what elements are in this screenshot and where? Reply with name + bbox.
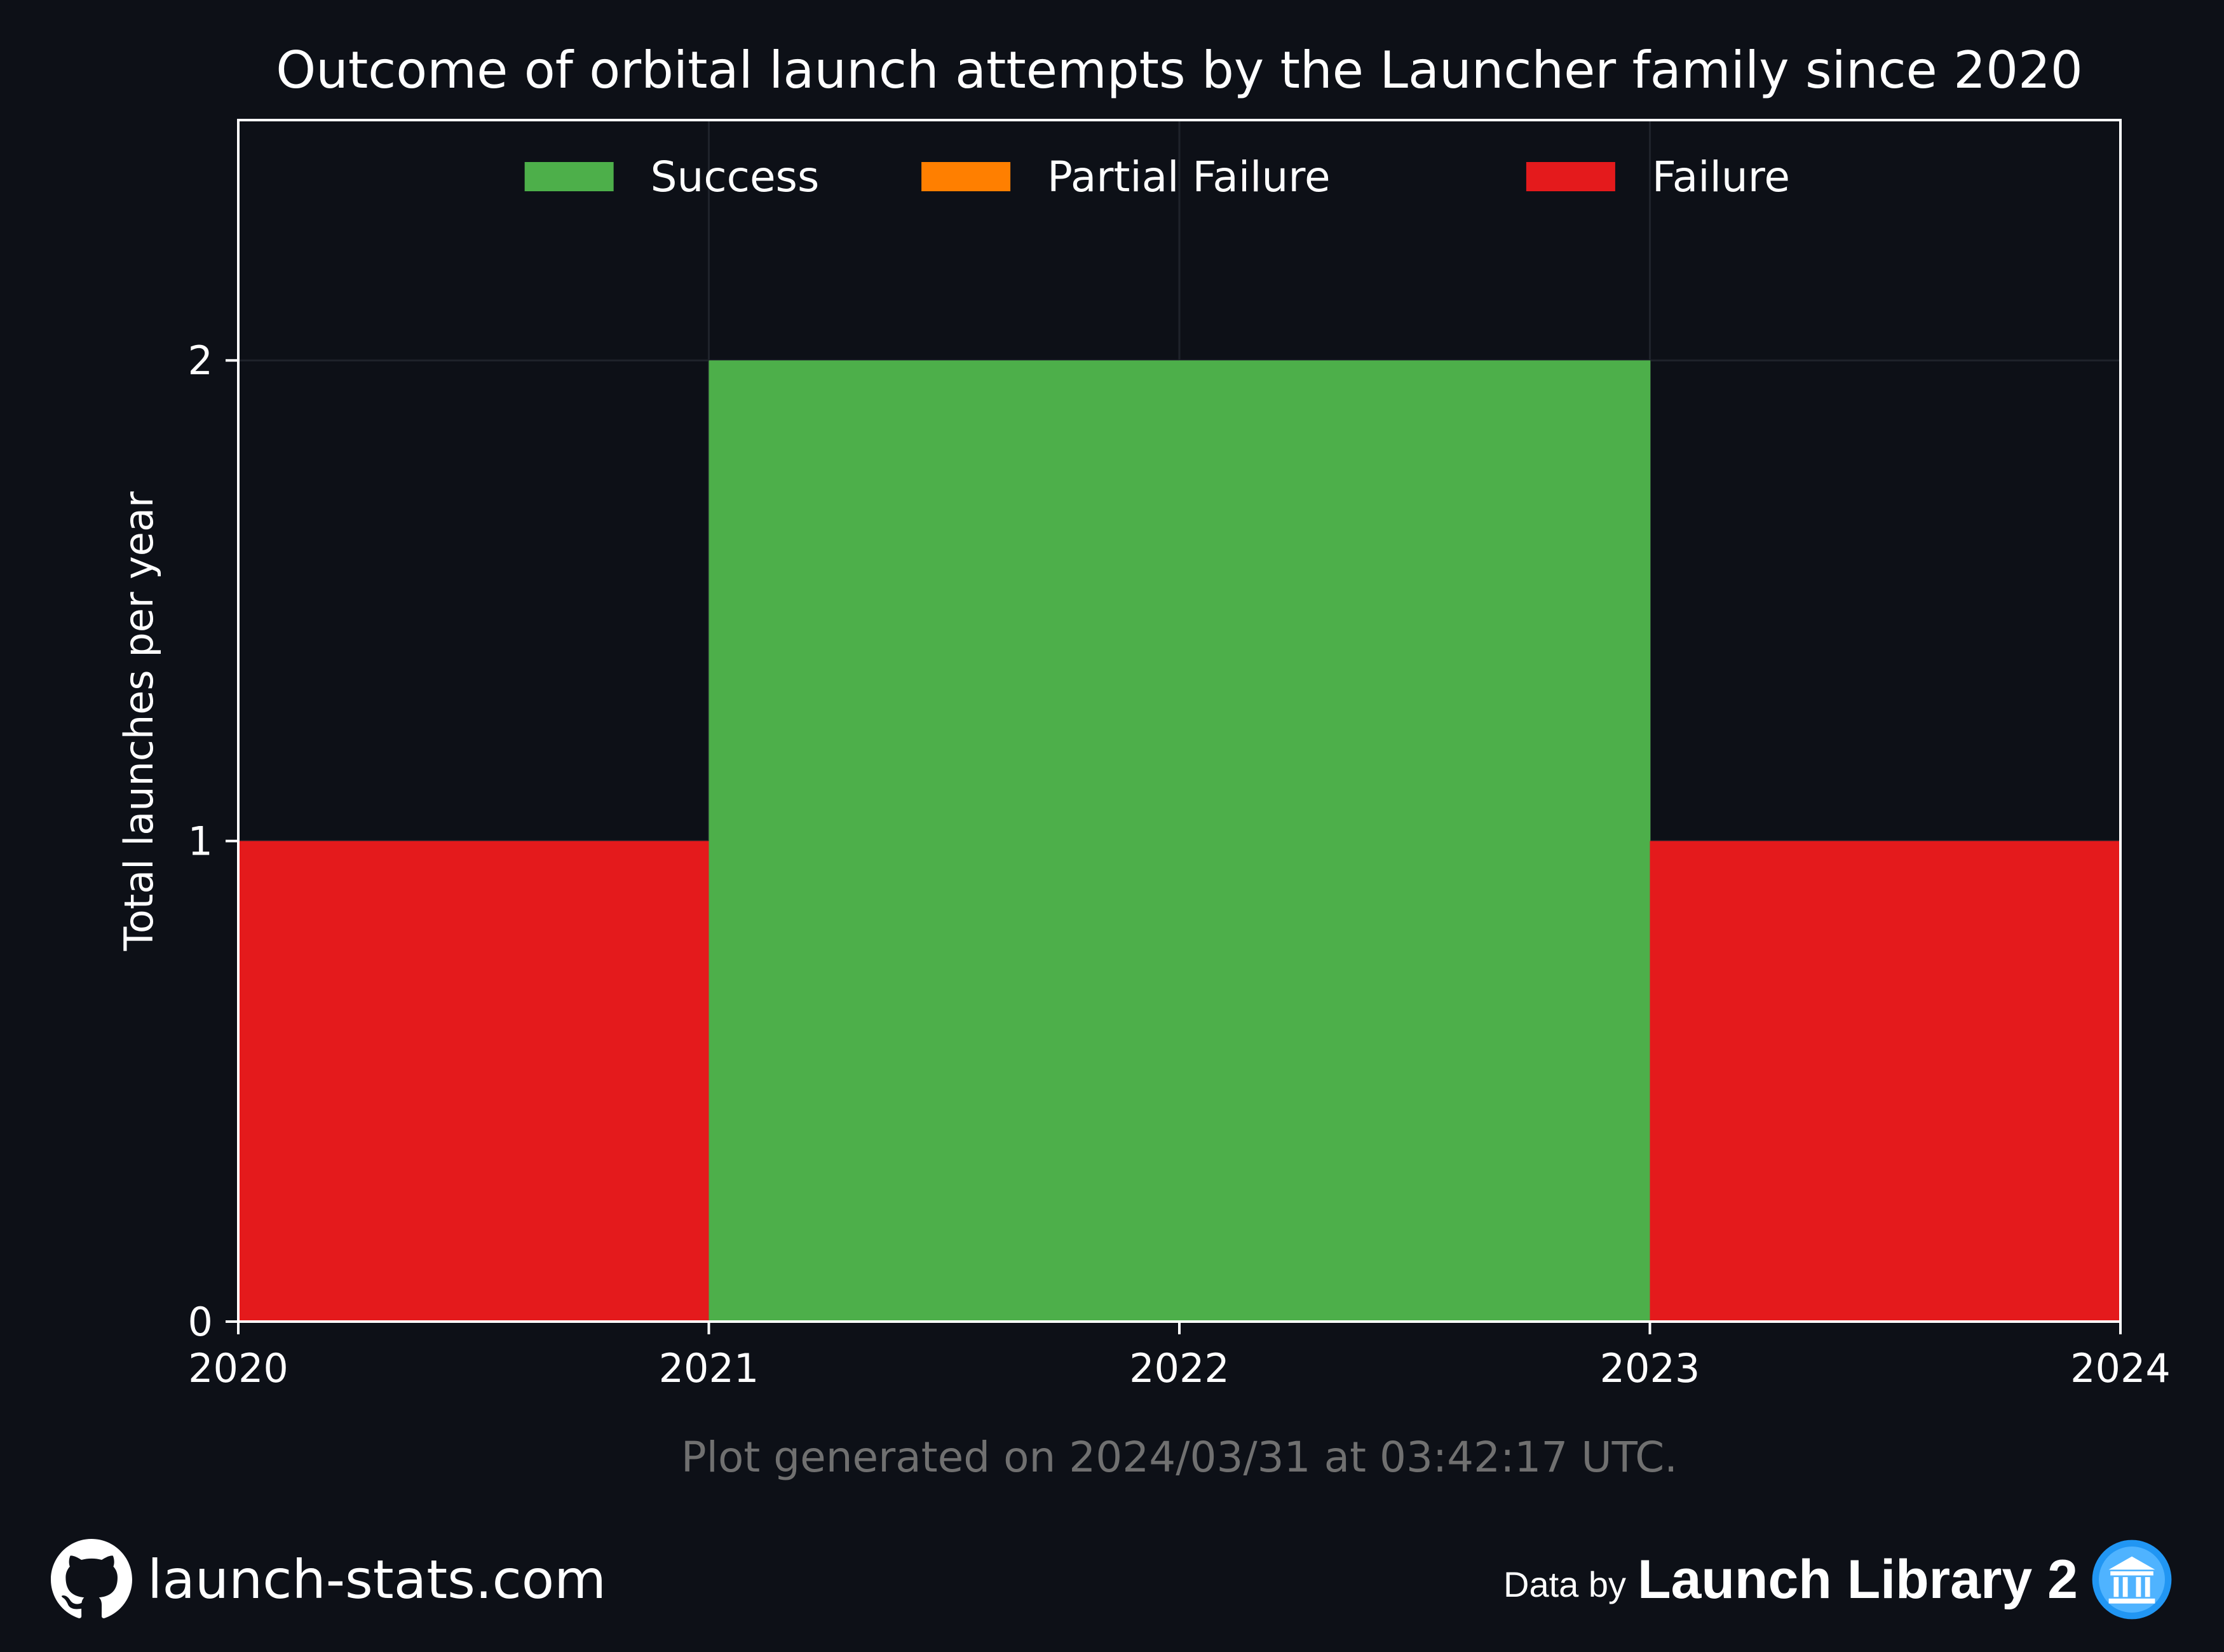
y-tick-label: 0	[188, 1299, 213, 1345]
launch-library-logo-icon	[2092, 1540, 2172, 1620]
x-tick-label: 2020	[188, 1345, 288, 1391]
site-name: launch-stats.com	[147, 1548, 606, 1611]
legend-label-success: Success	[651, 152, 820, 201]
site-link[interactable]: launch-stats.com	[51, 1535, 606, 1624]
github-icon	[51, 1539, 132, 1618]
legend-swatch-partial-failure	[921, 162, 1011, 191]
x-tick-label: 2022	[1129, 1345, 1230, 1391]
bar-success-2022	[1179, 360, 1651, 1322]
y-tick-label: 1	[188, 818, 213, 865]
legend-swatch-success	[524, 162, 614, 191]
y-tick-label: 2	[188, 337, 213, 384]
chart-title: Outcome of orbital launch attempts by th…	[276, 41, 2083, 100]
legend-swatch-failure	[1526, 162, 1615, 191]
generation-note: Plot generated on 2024/03/31 at 03:42:17…	[681, 1433, 1678, 1482]
x-tick-label: 2023	[1600, 1345, 1700, 1391]
plot-area: 2020 2021 2022 2023 2024 0 1 2 Success Partial Fa…	[188, 119, 2171, 1391]
bar-failure-2020	[238, 841, 710, 1322]
data-by-label: Data by	[1503, 1564, 1627, 1604]
x-tick-label: 2021	[659, 1345, 759, 1391]
bar-success-2021	[709, 360, 1180, 1322]
chart: Outcome of orbital launch attempts by th…	[116, 41, 2171, 1482]
y-axis-label: Total launches per year	[116, 491, 162, 951]
bar-failure-2023	[1650, 841, 2121, 1322]
legend-label-partial-failure: Partial Failure	[1047, 152, 1331, 201]
x-tick-label: 2024	[2070, 1345, 2171, 1391]
source-name: Launch Library 2	[1637, 1548, 2078, 1610]
data-source: Data by Launch Library 2	[1503, 1535, 2173, 1624]
legend-label-failure: Failure	[1652, 152, 1790, 201]
